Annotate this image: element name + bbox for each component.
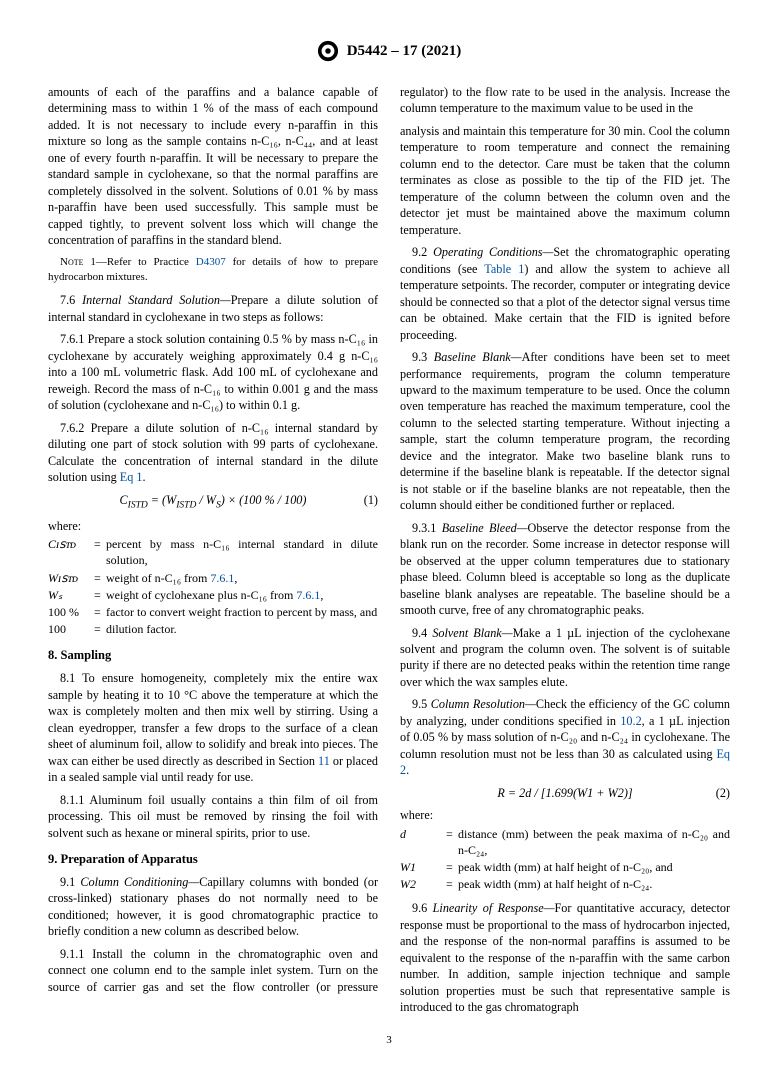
eq1-ref[interactable]: Eq 1 (120, 470, 143, 484)
sec-8-1-1: 8.1.1 Aluminum foil usually contains a t… (48, 792, 378, 841)
section-8-head: 8. Sampling (48, 647, 378, 664)
equation-1: CISTD = (WISTD / WS) × (100 % / 100) (1) (48, 492, 378, 512)
def-w1: peak width (mm) at half height of n-C₂₀,… (458, 859, 730, 875)
para-amounts: amounts of each of the paraffins and a b… (48, 84, 378, 249)
sec-7-6-head: Internal Standard Solution— (82, 293, 231, 307)
sec-7-6-num: 7.6 (60, 293, 82, 307)
sym-ws: Wₛ (48, 587, 94, 603)
sec-9-3-text: After conditions have been set to meet p… (400, 350, 730, 512)
ref-761a[interactable]: 7.6.1 (210, 571, 234, 585)
ref-section-11[interactable]: 11 (318, 754, 330, 768)
sec-7-6: 7.6 Internal Standard Solution—Prepare a… (48, 292, 378, 325)
sec-9-5-num: 9.5 (412, 697, 431, 711)
sym-w2: W2 (400, 876, 446, 892)
def-ws: weight of cyclohexane plus n-C₁₆ from 7.… (106, 587, 378, 603)
sec-9-5c: . (406, 763, 409, 777)
sec-7-6-2a: 7.6.2 Prepare a dilute solution of n-C₁₆… (48, 421, 378, 484)
sec-9-5: 9.5 Column Resolution—Check the efficien… (400, 696, 730, 778)
sec-9-6: 9.6 Linearity of Response—For quantitati… (400, 900, 730, 1015)
section-9-head: 9. Preparation of Apparatus (48, 851, 378, 868)
sec-9-3-1-num: 9.3.1 (412, 521, 442, 535)
def-d: distance (mm) between the peak maxima of… (458, 826, 730, 858)
ref-761b[interactable]: 7.6.1 (296, 588, 320, 602)
sec-9-6-num: 9.6 (412, 901, 433, 915)
sec-9-3: 9.3 Baseline Blank—After conditions have… (400, 349, 730, 514)
sym-d: d (400, 826, 446, 858)
where-2: where: (400, 807, 730, 823)
sec-8-1: 8.1 To ensure homogeneity, completely mi… (48, 670, 378, 785)
equation-2: R = 2d / [1.699(W1 + W2)] (2) (400, 785, 730, 801)
note-1: Note 1—Refer to Practice D4307 for detai… (48, 255, 378, 285)
def-100pc: factor to convert weight fraction to per… (106, 604, 378, 620)
note-text: Refer to Practice (107, 256, 196, 268)
sec-7-6-2b: . (142, 470, 145, 484)
sec-9-2: 9.2 Operating Conditions—Set the chromat… (400, 244, 730, 343)
eq2-number: (2) (716, 785, 730, 801)
ref-table-1[interactable]: Table 1 (484, 262, 524, 276)
sec-9-3-head: Baseline Blank— (434, 350, 522, 364)
eq1-number: (1) (364, 492, 378, 508)
sec-9-4-num: 9.4 (412, 626, 432, 640)
body-columns: amounts of each of the paraffins and a b… (48, 84, 730, 1016)
astm-logo-icon (317, 40, 339, 62)
sec-9-2-head: Operating Conditions— (433, 245, 553, 259)
sec-9-1-head: Column Conditioning— (80, 875, 199, 889)
sec-9-6-text: For quantitative accuracy, detector resp… (400, 901, 730, 1014)
definition-list-1: Cɪꜱᴛᴅ= percent by mass n-C₁₆ internal st… (48, 536, 378, 637)
sec-9-2-num: 9.2 (412, 245, 433, 259)
sym-100: 100 (48, 621, 94, 637)
sec-9-3-1: 9.3.1 Baseline Bleed—Observe the detecto… (400, 520, 730, 619)
header-designation: D5442 – 17 (2021) (347, 43, 462, 60)
where-1: where: (48, 518, 378, 534)
sec-7-6-2: 7.6.2 Prepare a dilute solution of n-C₁₆… (48, 420, 378, 486)
note-ref-d4307[interactable]: D4307 (196, 256, 226, 268)
def-100: dilution factor. (106, 621, 378, 637)
sec-9-3-1-text: Observe the detector response from the b… (400, 521, 730, 617)
para-analysis: analysis and maintain this temperature f… (400, 123, 730, 238)
sym-cistd: Cɪꜱᴛᴅ (48, 536, 94, 568)
sym-wistd: Wɪꜱᴛᴅ (48, 570, 94, 586)
def-cistd: percent by mass n-C₁₆ internal standard … (106, 536, 378, 568)
sym-100pc: 100 % (48, 604, 94, 620)
page-header: D5442 – 17 (2021) (48, 40, 730, 62)
note-label: Note 1— (60, 256, 107, 268)
sec-9-3-1-head: Baseline Bleed— (442, 521, 528, 535)
ref-10-2[interactable]: 10.2 (620, 714, 641, 728)
sec-9-4: 9.4 Solvent Blank—Make a 1 µL injection … (400, 625, 730, 691)
sym-w1: W1 (400, 859, 446, 875)
def-w2: peak width (mm) at half height of n-C₂₄. (458, 876, 730, 892)
sec-9-6-head: Linearity of Response— (433, 901, 555, 915)
sec-9-1: 9.1 Column Conditioning—Capillary column… (48, 874, 378, 940)
sec-7-6-1: 7.6.1 Prepare a stock solution containin… (48, 331, 378, 413)
definition-list-2: d= distance (mm) between the peak maxima… (400, 826, 730, 893)
sec-9-5-head: Column Resolution— (431, 697, 536, 711)
def-wistd: weight of n-C₁₆ from 7.6.1, (106, 570, 378, 586)
page-number: 3 (48, 1034, 730, 1046)
sec-9-3-num: 9.3 (412, 350, 434, 364)
sec-9-4-head: Solvent Blank— (432, 626, 512, 640)
sec-9-1-num: 9.1 (60, 875, 80, 889)
